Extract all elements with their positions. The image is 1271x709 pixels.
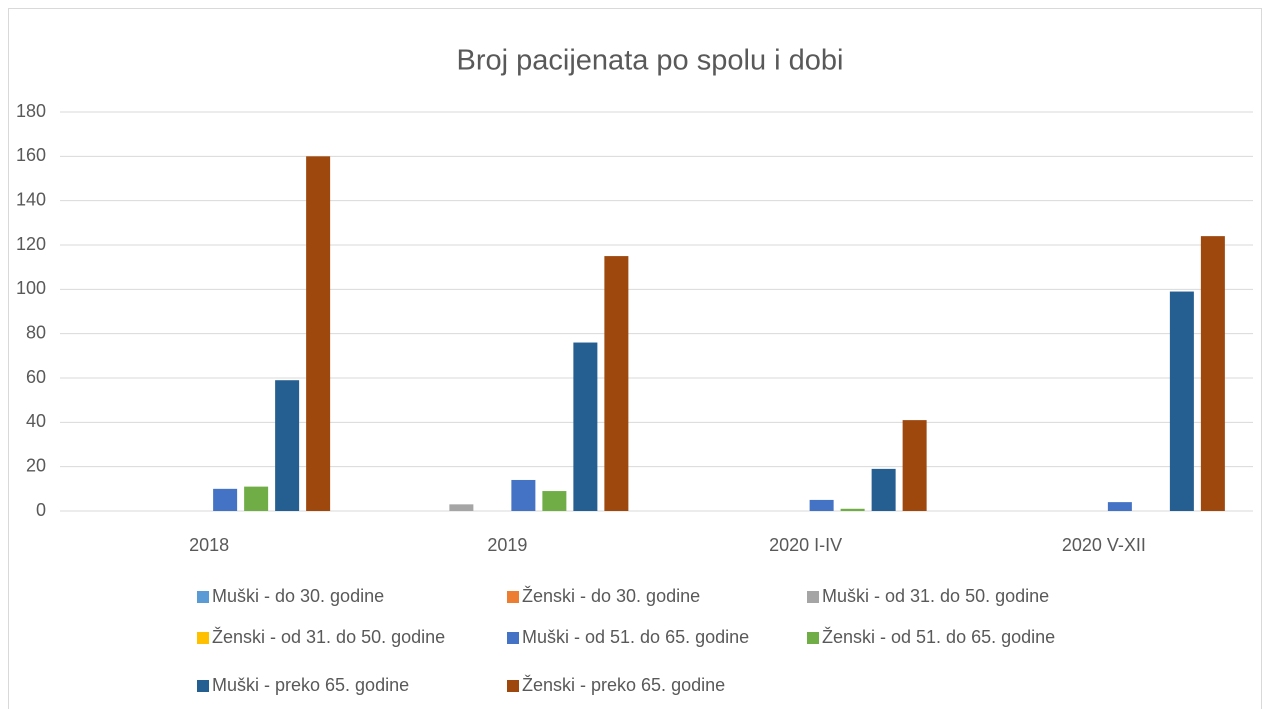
y-tick-label: 160 bbox=[16, 145, 46, 165]
y-tick-label: 140 bbox=[16, 189, 46, 209]
x-tick-label: 2018 bbox=[189, 535, 229, 555]
bar bbox=[542, 491, 567, 511]
legend-label: Muški - od 51. do 65. godine bbox=[522, 627, 749, 647]
bar bbox=[809, 499, 834, 511]
x-tick-label: 2019 bbox=[487, 535, 527, 555]
legend-label: Ženski - od 31. do 50. godine bbox=[212, 627, 445, 647]
y-tick-label: 60 bbox=[26, 367, 46, 387]
y-tick-label: 0 bbox=[36, 500, 46, 520]
bar bbox=[449, 504, 474, 511]
x-tick-label: 2020 V-XII bbox=[1062, 535, 1146, 555]
y-tick-label: 20 bbox=[26, 455, 46, 475]
legend-swatch bbox=[807, 632, 819, 644]
y-tick-label: 80 bbox=[26, 322, 46, 342]
chart-frame bbox=[8, 8, 1262, 709]
chart-title: Broj pacijenata po spolu i dobi bbox=[457, 45, 844, 77]
bar bbox=[511, 479, 536, 511]
legend-swatch bbox=[197, 632, 209, 644]
legend-swatch bbox=[507, 632, 519, 644]
bar bbox=[275, 380, 300, 511]
bar bbox=[1169, 291, 1194, 511]
legend-label: Muški - do 30. godine bbox=[212, 586, 384, 606]
bar bbox=[244, 486, 269, 511]
bar bbox=[871, 468, 896, 511]
bar bbox=[604, 256, 629, 511]
legend-label: Ženski - od 51. do 65. godine bbox=[822, 627, 1055, 647]
bar bbox=[1200, 236, 1225, 511]
bar bbox=[573, 342, 598, 511]
y-tick-label: 40 bbox=[26, 411, 46, 431]
y-tick-label: 180 bbox=[16, 101, 46, 121]
legend-swatch bbox=[507, 680, 519, 692]
legend-swatch bbox=[197, 680, 209, 692]
y-tick-label: 100 bbox=[16, 278, 46, 298]
bar bbox=[902, 420, 927, 511]
legend-swatch bbox=[807, 591, 819, 603]
legend-swatch bbox=[197, 591, 209, 603]
bar bbox=[306, 156, 331, 512]
legend-label: Ženski - do 30. godine bbox=[522, 586, 700, 606]
legend-label: Muški - preko 65. godine bbox=[212, 675, 409, 695]
legend-swatch bbox=[507, 591, 519, 603]
bar bbox=[1107, 502, 1132, 511]
legend-label: Ženski - preko 65. godine bbox=[522, 675, 725, 695]
bar bbox=[840, 508, 865, 511]
bar bbox=[213, 488, 238, 511]
y-tick-label: 120 bbox=[16, 234, 46, 254]
x-tick-label: 2020 I-IV bbox=[769, 535, 842, 555]
legend-label: Muški - od 31. do 50. godine bbox=[822, 586, 1049, 606]
